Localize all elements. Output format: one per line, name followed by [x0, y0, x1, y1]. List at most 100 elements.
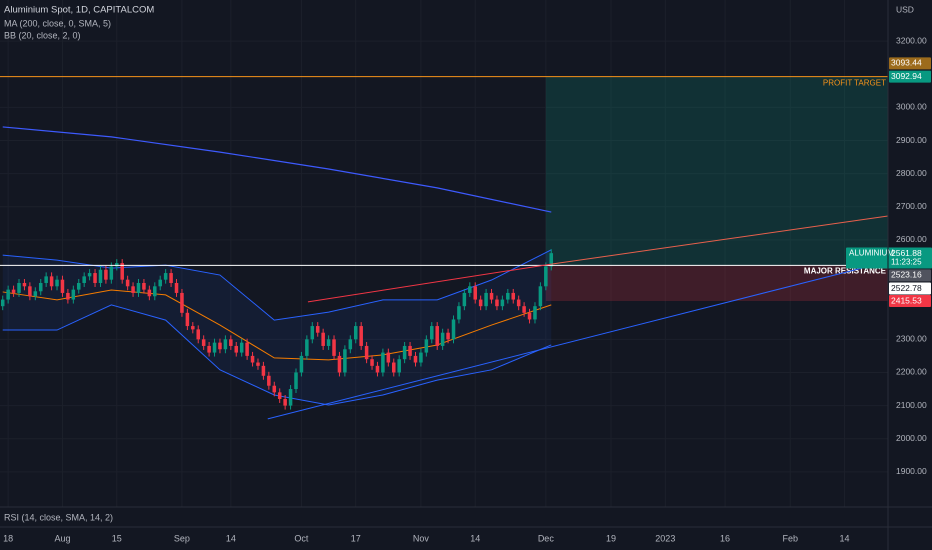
- candle-body: [115, 263, 119, 267]
- candle-body: [87, 273, 92, 277]
- candle-body: [196, 329, 201, 340]
- candle-body: [527, 312, 532, 320]
- candle-body: [397, 359, 401, 373]
- ma200-line: [2, 126, 552, 213]
- candle-body: [408, 345, 412, 356]
- y-tick-label: 2700.00: [896, 201, 927, 211]
- indicator-legend: MA (200, close, 0, SMA, 5): [4, 18, 111, 28]
- candle-body: [17, 282, 21, 293]
- price-badge-value: 3092.94: [891, 71, 922, 81]
- candle-body: [223, 339, 228, 350]
- x-tick-label: 19: [606, 533, 616, 543]
- candle-body: [468, 286, 472, 293]
- x-tick-label: Oct: [294, 533, 309, 543]
- candle-body: [239, 342, 244, 353]
- candle-body: [326, 339, 331, 346]
- trend-line: [267, 267, 863, 420]
- candle-body: [104, 269, 108, 280]
- candle-body: [332, 339, 336, 356]
- x-tick-label: 14: [226, 533, 236, 543]
- candle-body: [267, 375, 271, 386]
- x-tick-label: Feb: [782, 533, 798, 543]
- price-badge-value: 2523.16: [891, 270, 922, 280]
- price-badge-time: 11:23:25: [891, 258, 922, 267]
- bb-basis: [2, 289, 552, 361]
- candle-body: [261, 365, 266, 376]
- x-tick-label: 2023: [655, 533, 675, 543]
- candle-body: [435, 326, 439, 346]
- x-tick-label: Nov: [413, 533, 430, 543]
- candle-body: [153, 286, 157, 297]
- y-tick-label: 2100.00: [896, 400, 927, 410]
- candle-body: [212, 342, 217, 353]
- y-tick-label: 3200.00: [896, 35, 927, 45]
- candle-body: [381, 352, 385, 373]
- y-tick-label: 1900.00: [896, 466, 927, 476]
- candle-body: [343, 349, 347, 373]
- y-tick-label: 2300.00: [896, 334, 927, 344]
- position-loss-zone: [545, 265, 888, 302]
- candle-body: [11, 289, 16, 293]
- candle-body: [402, 345, 407, 360]
- candle-body: [174, 282, 179, 293]
- level-label: MAJOR RESISTANCE: [804, 266, 887, 275]
- x-tick-label: 16: [720, 533, 730, 543]
- candle-body: [98, 269, 103, 283]
- candle-body: [82, 276, 86, 283]
- candle-body: [44, 276, 48, 283]
- candle-body: [462, 292, 467, 307]
- price-badge: [889, 70, 931, 83]
- level-label: PROFIT TARGET: [823, 79, 886, 88]
- candle-body: [125, 279, 130, 287]
- candle-body: [207, 345, 211, 353]
- position-profit-zone: [545, 76, 888, 266]
- price-badge-value: 3093.44: [891, 58, 922, 68]
- chart-title: Aluminium Spot, 1D, CAPITALCOM: [4, 5, 154, 16]
- candle-body: [419, 352, 423, 363]
- candle-body: [131, 286, 135, 293]
- candle-body: [283, 398, 287, 406]
- currency-label: USD: [896, 4, 914, 14]
- candle-body: [147, 289, 152, 297]
- x-tick-label: Aug: [54, 533, 70, 543]
- candle-body: [22, 282, 27, 287]
- x-tick-label: 14: [840, 533, 850, 543]
- candle-body: [489, 292, 494, 300]
- candle-body: [533, 306, 537, 320]
- candle-body: [495, 299, 499, 307]
- candle-body: [544, 266, 548, 287]
- price-badge-name: ALUMINIUM: [849, 249, 894, 258]
- candle-body: [218, 342, 222, 350]
- candle-body: [321, 332, 325, 346]
- x-tick-label: Dec: [538, 533, 555, 543]
- candle-body: [305, 339, 309, 356]
- candle-body: [185, 312, 190, 327]
- price-badge-value: 2561.88: [891, 248, 922, 258]
- candle-body: [446, 332, 450, 340]
- candle-body: [549, 253, 554, 267]
- candle-body: [516, 299, 521, 307]
- candle-body: [71, 289, 76, 300]
- candle-body: [440, 332, 445, 346]
- candle-body: [0, 299, 5, 307]
- candle-body: [136, 282, 141, 293]
- candle-body: [500, 299, 505, 307]
- candle-body: [109, 266, 114, 280]
- candle-body: [424, 339, 429, 353]
- rsi-legend: RSI (14, close, SMA, 14, 2): [4, 512, 113, 522]
- candle-body: [375, 365, 380, 373]
- trend-line: [551, 215, 889, 265]
- candle-body: [506, 292, 510, 300]
- x-tick-label: 18: [3, 533, 13, 543]
- candle-body: [288, 389, 293, 406]
- candle-body: [33, 291, 38, 297]
- candle-body: [66, 292, 70, 300]
- candle-body: [38, 282, 43, 292]
- price-badge: [889, 282, 931, 295]
- price-badge: [889, 57, 931, 70]
- candle-body: [359, 326, 363, 346]
- candle-body: [229, 339, 233, 346]
